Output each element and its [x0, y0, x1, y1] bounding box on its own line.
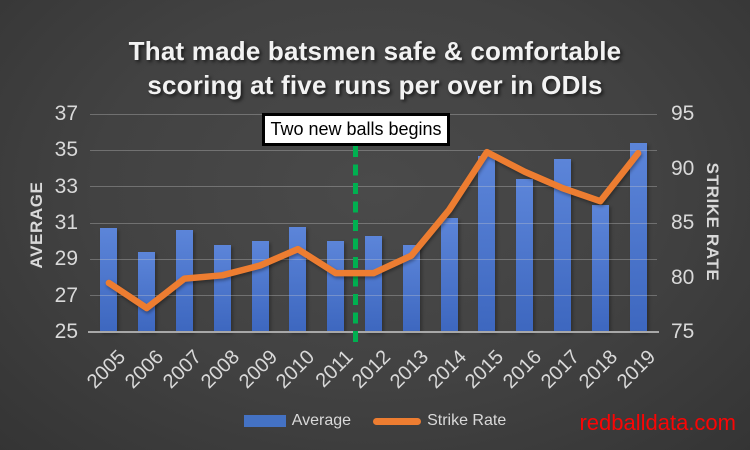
x-label-2012: 2012 [348, 346, 396, 394]
x-label-2008: 2008 [196, 346, 244, 394]
bar-2018 [591, 204, 609, 332]
legend-average-label: Average [291, 412, 352, 429]
right-axis-tick-95: 95 [671, 102, 695, 125]
watermark-redballdata: redballdata.com [579, 410, 736, 435]
legend: Average Strike Rate [0, 413, 750, 429]
right-axis-tick-80: 80 [671, 265, 695, 289]
left-axis-tick-29: 29 [54, 247, 78, 271]
x-label-2011: 2011 [311, 346, 358, 392]
bar-2014 [440, 217, 458, 332]
chart-title-line1: That made batsmen safe & comfortable [128, 36, 622, 67]
annotation-two-new-balls: Two new balls begins [262, 113, 450, 146]
legend-average-swatch [243, 415, 286, 427]
x-label-2018: 2018 [574, 346, 622, 394]
bar-2012 [365, 235, 382, 332]
gridline-29 [90, 258, 657, 260]
left-axis-tick-31: 31 [54, 211, 78, 234]
bar-2006 [138, 252, 156, 332]
legend-strike-rate-label: Strike Rate [427, 412, 507, 429]
x-label-2019: 2019 [612, 346, 660, 394]
x-label-2016: 2016 [499, 346, 547, 394]
chart-title-line2: scoring at five runs per over in ODIs [147, 70, 603, 101]
x-label-2013: 2013 [385, 346, 433, 394]
right-axis-tick-90: 90 [671, 156, 695, 180]
left-axis-tick-27: 27 [54, 283, 78, 307]
left-axis-tick-33: 33 [54, 174, 78, 198]
x-label-2009: 2009 [234, 346, 282, 394]
left-axis-title: AVERAGE [27, 181, 46, 269]
chart-title: That made batsmen safe & comfortable sco… [0, 34, 750, 102]
right-axis-title: STRIKE RATE [703, 162, 722, 282]
bar-2019 [629, 143, 647, 332]
right-axis-tick-75: 75 [671, 320, 695, 343]
left-axis-tick-37: 37 [54, 102, 78, 125]
legend-strike-rate-swatch [373, 417, 422, 425]
bar-2015 [478, 155, 496, 332]
gridline-27 [90, 295, 657, 297]
bar-2010 [289, 226, 307, 332]
x-axis-line [88, 331, 659, 333]
bar-2009 [251, 241, 269, 332]
bar-2016 [516, 179, 534, 332]
gridline-33 [90, 186, 657, 188]
x-label-2017: 2017 [537, 346, 585, 394]
gridline-31 [90, 222, 657, 224]
x-label-2007: 2007 [159, 346, 207, 394]
bar-2011 [327, 241, 345, 332]
bar-2005 [100, 228, 118, 332]
x-label-2014: 2014 [423, 346, 471, 394]
left-axis-tick-35: 35 [54, 138, 78, 162]
x-label-2006: 2006 [121, 346, 169, 394]
left-axis-tick-25: 25 [54, 320, 78, 343]
gridline-35 [90, 149, 657, 151]
right-axis-tick-85: 85 [671, 211, 695, 234]
x-label-2005: 2005 [83, 346, 131, 394]
two-new-balls-divider-line [353, 146, 358, 344]
x-label-2015: 2015 [461, 346, 509, 394]
x-label-2010: 2010 [272, 346, 320, 394]
bar-2007 [176, 230, 193, 332]
